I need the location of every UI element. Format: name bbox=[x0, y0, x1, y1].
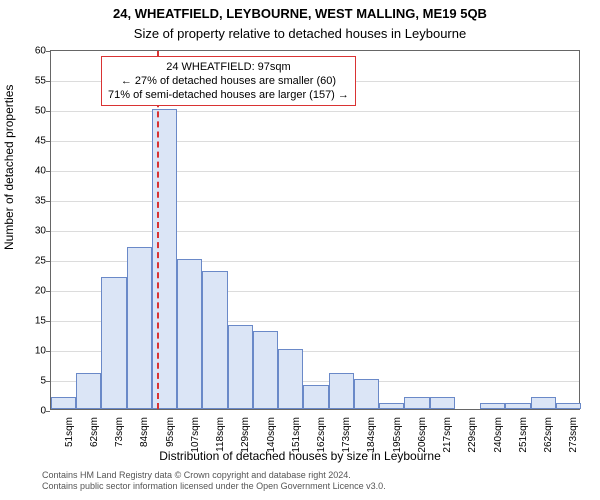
histogram-bar bbox=[202, 271, 227, 409]
histogram-bar bbox=[505, 403, 530, 409]
gridline bbox=[51, 171, 579, 172]
histogram-bar bbox=[329, 373, 354, 409]
histogram-bar bbox=[253, 331, 278, 409]
plot-area: 05101520253035404550556051sqm62sqm73sqm8… bbox=[50, 50, 580, 410]
y-tick-mark bbox=[46, 261, 50, 262]
y-tick-mark bbox=[46, 351, 50, 352]
y-tick-mark bbox=[46, 171, 50, 172]
y-tick-label: 25 bbox=[21, 256, 46, 267]
histogram-bar bbox=[303, 385, 328, 409]
histogram-bar bbox=[278, 349, 303, 409]
y-tick-label: 30 bbox=[21, 226, 46, 237]
y-tick-label: 55 bbox=[21, 76, 46, 87]
histogram-bar bbox=[556, 403, 581, 409]
gridline bbox=[51, 231, 579, 232]
y-tick-mark bbox=[46, 51, 50, 52]
y-tick-label: 5 bbox=[21, 376, 46, 387]
y-tick-label: 50 bbox=[21, 106, 46, 117]
y-tick-label: 40 bbox=[21, 166, 46, 177]
chart-title-subtitle: Size of property relative to detached ho… bbox=[0, 26, 600, 41]
histogram-bar bbox=[177, 259, 202, 409]
marker-callout: 24 WHEATFIELD: 97sqm ← 27% of detached h… bbox=[101, 56, 356, 106]
histogram-bar bbox=[480, 403, 505, 409]
y-tick-label: 20 bbox=[21, 286, 46, 297]
y-tick-mark bbox=[46, 141, 50, 142]
histogram-bar bbox=[76, 373, 101, 409]
y-tick-mark bbox=[46, 111, 50, 112]
y-tick-mark bbox=[46, 381, 50, 382]
histogram-bar bbox=[228, 325, 253, 409]
histogram-bar bbox=[531, 397, 556, 409]
y-tick-mark bbox=[46, 201, 50, 202]
histogram-bar bbox=[51, 397, 76, 409]
histogram-bar bbox=[101, 277, 126, 409]
histogram-bar bbox=[354, 379, 379, 409]
gridline bbox=[51, 141, 579, 142]
chart-title-address: 24, WHEATFIELD, LEYBOURNE, WEST MALLING,… bbox=[0, 6, 600, 21]
y-tick-label: 60 bbox=[21, 46, 46, 57]
footer-line-1: Contains HM Land Registry data © Crown c… bbox=[42, 470, 582, 481]
callout-line-1: 24 WHEATFIELD: 97sqm bbox=[108, 60, 349, 74]
footer-line-2: Contains public sector information licen… bbox=[42, 481, 582, 492]
histogram-bar bbox=[379, 403, 404, 409]
y-tick-label: 15 bbox=[21, 316, 46, 327]
y-tick-mark bbox=[46, 291, 50, 292]
gridline bbox=[51, 111, 579, 112]
chart-root: 24, WHEATFIELD, LEYBOURNE, WEST MALLING,… bbox=[0, 0, 600, 500]
callout-line-3: 71% of semi-detached houses are larger (… bbox=[108, 88, 349, 102]
gridline bbox=[51, 201, 579, 202]
histogram-bar bbox=[127, 247, 152, 409]
y-tick-mark bbox=[46, 321, 50, 322]
y-axis-label: Number of detached properties bbox=[2, 85, 16, 250]
callout-line-2: ← 27% of detached houses are smaller (60… bbox=[108, 74, 349, 88]
y-tick-label: 0 bbox=[21, 406, 46, 417]
y-tick-label: 35 bbox=[21, 196, 46, 207]
y-tick-mark bbox=[46, 81, 50, 82]
y-tick-mark bbox=[46, 231, 50, 232]
histogram-bar bbox=[430, 397, 455, 409]
histogram-bar bbox=[404, 397, 429, 409]
footer-attribution: Contains HM Land Registry data © Crown c… bbox=[42, 470, 582, 492]
y-tick-label: 10 bbox=[21, 346, 46, 357]
y-tick-label: 45 bbox=[21, 136, 46, 147]
y-tick-mark bbox=[46, 411, 50, 412]
x-axis-label: Distribution of detached houses by size … bbox=[0, 449, 600, 463]
